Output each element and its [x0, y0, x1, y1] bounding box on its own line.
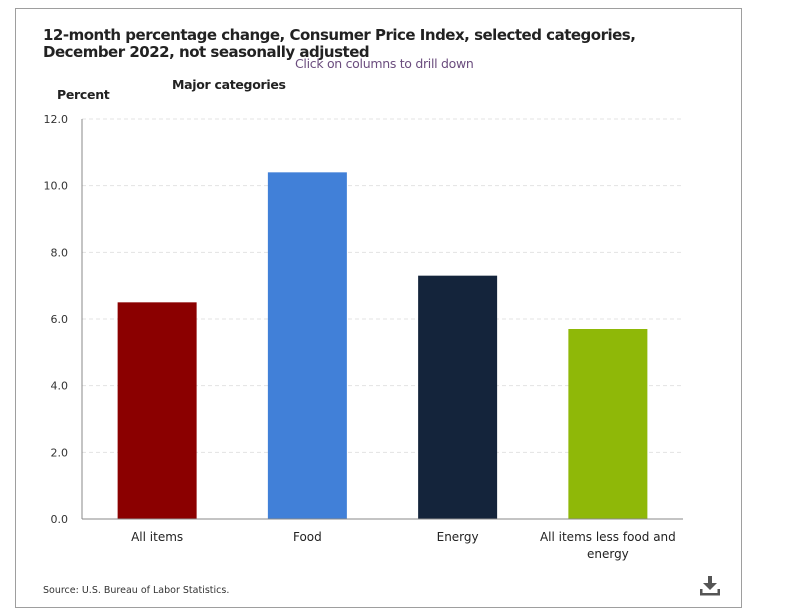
category-group-label: Major categories — [172, 77, 286, 92]
source-note: Source: U.S. Bureau of Labor Statistics. — [43, 585, 230, 596]
chart-title: 12-month percentage change, Consumer Pri… — [43, 26, 636, 61]
x-tick-label: All items — [131, 530, 183, 544]
y-tick-label: 12.0 — [44, 113, 69, 126]
y-tick-label: 2.0 — [51, 446, 69, 459]
x-tick-label: Energy — [437, 530, 479, 544]
y-axis-label: Percent — [57, 87, 110, 102]
bar-all-items[interactable] — [117, 302, 197, 519]
download-button[interactable] — [698, 573, 722, 597]
y-axis-ticks: 0.0 2.0 4.0 6.0 8.0 10.0 12.0 — [44, 113, 69, 526]
bar-all-items-less-food-and-energy[interactable] — [568, 329, 648, 519]
drill-down-hint: Click on columns to drill down — [295, 56, 474, 71]
download-icon — [700, 576, 720, 596]
x-tick-label: All items less food and — [540, 530, 676, 544]
y-tick-label: 8.0 — [51, 246, 69, 259]
y-tick-label: 10.0 — [44, 180, 69, 193]
x-axis-labels: All items Food Energy All items less food a… — [131, 530, 676, 561]
y-tick-label: 4.0 — [51, 380, 69, 393]
x-tick-label: energy — [587, 547, 629, 561]
bar-food[interactable] — [267, 172, 347, 520]
x-tick-label: Food — [293, 530, 322, 544]
y-tick-label: 6.0 — [51, 313, 69, 326]
y-tick-label: 0.0 — [51, 513, 69, 526]
bar-energy[interactable] — [418, 275, 498, 519]
bars — [117, 172, 648, 520]
